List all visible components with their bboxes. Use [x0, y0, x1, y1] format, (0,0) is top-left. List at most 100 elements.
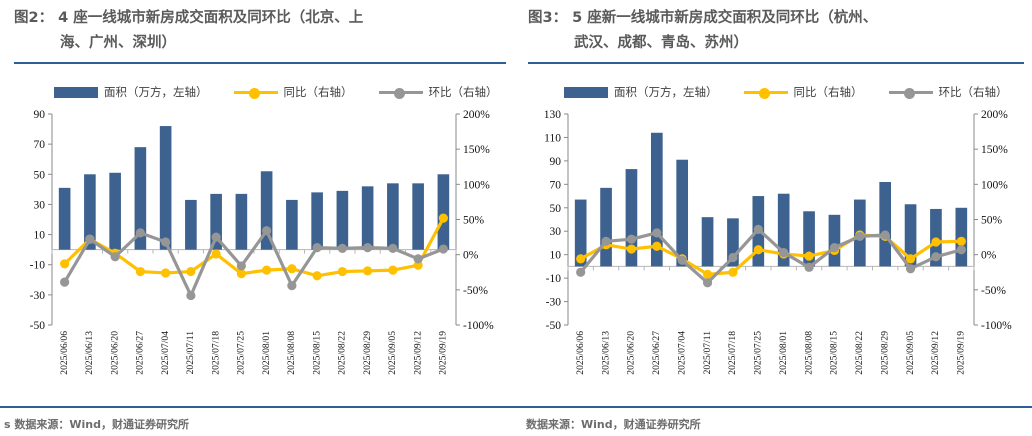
- data-point-marker: [829, 243, 840, 253]
- y2-axis-tick-label: -100%: [463, 320, 494, 332]
- bar-area: [412, 183, 424, 250]
- line-yoy: [63, 216, 445, 278]
- bar-area: [109, 172, 121, 250]
- bar-area: [625, 169, 638, 267]
- data-point-marker: [262, 265, 272, 275]
- data-point-marker: [779, 247, 789, 258]
- y-axis-tick-label: 10: [34, 230, 46, 242]
- figure-2-title: 图2： 4 座一线城市新房成交面积及同环比（北京、上 海、广州、深圳）: [14, 6, 506, 56]
- data-point-marker: [186, 266, 196, 277]
- y2-axis-tick-label: 50%: [463, 215, 485, 227]
- data-point-marker: [413, 260, 423, 270]
- bar-area: [387, 183, 399, 250]
- bar-area: [159, 126, 172, 250]
- data-point-marker: [804, 262, 814, 272]
- x-axis-tick-label: 2025/06/13: [600, 331, 611, 375]
- legend-swatch-area: [54, 86, 98, 98]
- bar-area: [58, 187, 71, 250]
- x-axis-tick-label: 2025/09/05: [905, 331, 916, 375]
- figure-2-svg: 90 70 50 30 10 -10 -30 -50 200% 150% 100% 50% 0% -50%…: [30, 109, 494, 375]
- data-point-marker: [363, 266, 373, 276]
- x-axis-tick-label: 2025/07/18: [727, 331, 738, 375]
- data-point-marker: [601, 236, 611, 246]
- legend-swatch-yoy: [743, 87, 788, 99]
- line-yoy: [579, 233, 963, 276]
- bar-area: [361, 186, 374, 250]
- x-axis-tick-label: 2025/08/15: [311, 331, 322, 375]
- y-axis-tick-label: 30: [34, 199, 46, 211]
- y-axis-tick-label: -10: [546, 273, 562, 285]
- x-axis-tick-label: 2025/07/25: [753, 331, 764, 375]
- data-point-marker: [626, 234, 637, 244]
- bar-area: [235, 193, 248, 250]
- data-point-marker: [211, 249, 221, 259]
- legend-item-yoy[interactable]: 同比（右轴）: [743, 84, 863, 100]
- bar-area: [210, 193, 222, 250]
- bar-area: [904, 204, 917, 267]
- legend-item-mom[interactable]: 环比（右轴）: [378, 84, 498, 100]
- legend-swatch-area: [564, 86, 608, 98]
- figure-3-title-line2: 武汉、成都、青岛、苏州）: [574, 35, 748, 51]
- data-point-marker: [287, 281, 297, 291]
- x-axis-tick-label: 2025/08/01: [778, 331, 789, 375]
- data-point-marker: [702, 278, 713, 288]
- y-axis-tick-label: 50: [550, 203, 562, 215]
- legend-item-yoy[interactable]: 同比（右轴）: [233, 84, 353, 100]
- x-axis-tick-label: 2025/09/19: [438, 331, 449, 375]
- bar-area: [803, 211, 815, 267]
- figure-2-title-line1: 图2： 4 座一线城市新房成交面积及同环比（北京、上: [14, 10, 364, 26]
- x-axis-tick-label: 2025/08/29: [362, 331, 373, 375]
- legend-item-mom[interactable]: 环比（右轴）: [888, 84, 1008, 100]
- figure-3-title: 图3： 5 座新一线城市新房成交面积及同环比（杭州、 武汉、成都、青岛、苏州）: [528, 6, 1028, 56]
- data-point-marker: [161, 237, 171, 247]
- y2-axis-tick-label: 100%: [981, 179, 1008, 191]
- x-axis-tick-label: 2025/06/06: [575, 331, 586, 375]
- bar-area: [286, 199, 298, 250]
- x-axis-tick-label: 2025/08/22: [337, 331, 348, 375]
- data-point-marker: [388, 265, 398, 275]
- figure-3-title-line1: 图3： 5 座新一线城市新房成交面积及同环比（杭州、: [528, 10, 878, 26]
- y-axis-tick-label: -30: [546, 297, 562, 309]
- x-axis-tick-label: 2025/06/20: [109, 331, 120, 375]
- data-point-marker: [652, 228, 662, 238]
- bar-area: [260, 171, 273, 250]
- data-point-marker: [880, 230, 890, 240]
- legend-label-area: 面积（万方，左轴）: [614, 85, 718, 99]
- data-point-marker: [388, 243, 398, 253]
- data-point-marker: [236, 261, 246, 271]
- y-axis-tick-label: 10: [550, 250, 562, 262]
- data-point-marker: [186, 290, 196, 301]
- y-axis-tick-label: -30: [30, 290, 46, 302]
- x-axis-tick-label: 2025/08/29: [879, 331, 890, 375]
- bar-area: [311, 192, 323, 250]
- data-point-marker: [60, 259, 70, 269]
- x-axis-tick-label: 2025/07/04: [676, 331, 687, 375]
- figure-2-top-rule: [14, 62, 506, 64]
- y2-axis-tick-label: 150%: [463, 144, 490, 156]
- x-axis-tick-label: 2025/07/18: [210, 331, 221, 375]
- data-point-marker: [702, 269, 713, 279]
- figure-2-source: s 数据来源：Wind，财通证券研究所: [4, 418, 189, 431]
- data-point-marker: [312, 271, 322, 281]
- data-point-marker: [931, 237, 941, 247]
- x-axis-tick-label: 2025/06/06: [59, 331, 70, 375]
- data-point-marker: [956, 245, 966, 255]
- legend-item-area[interactable]: 面积（万方，左轴）: [54, 84, 208, 100]
- y2-axis-tick-label: 200%: [981, 109, 1008, 121]
- legend-label-yoy: 同比（右轴）: [283, 85, 353, 99]
- y-axis-tick-label: 130: [544, 109, 562, 121]
- data-point-marker: [677, 255, 687, 265]
- bar-area: [650, 132, 663, 267]
- legend-swatch-mom: [378, 87, 423, 99]
- legend-item-area[interactable]: 面积（万方，左轴）: [564, 84, 718, 100]
- bar-area: [676, 159, 689, 267]
- x-axis-tick-label: 2025/08/22: [854, 331, 865, 375]
- bar-area: [437, 174, 450, 250]
- data-point-marker: [236, 269, 246, 279]
- data-point-marker: [931, 252, 941, 262]
- y-axis-tick-label: -50: [30, 320, 46, 332]
- x-axis-tick-label: 2025/06/13: [84, 331, 95, 375]
- y-axis-tick-label: 110: [544, 132, 561, 144]
- data-point-marker: [905, 254, 916, 264]
- data-point-marker: [438, 213, 448, 223]
